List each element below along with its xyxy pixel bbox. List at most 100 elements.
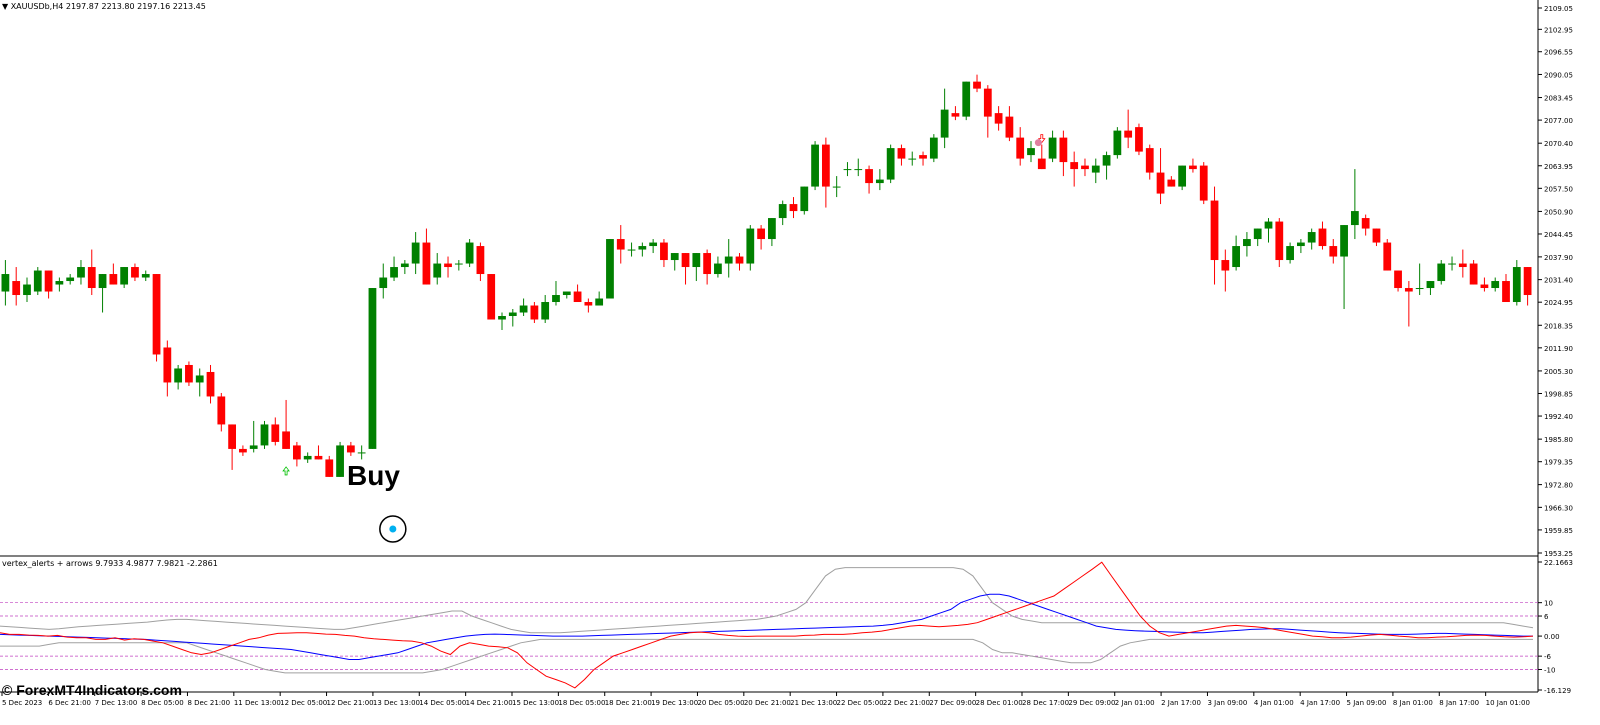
candle-body (1415, 288, 1424, 290)
price-axis: 2109.05 2102.95 2096.55 2090.05 2083.45 2077.… (1538, 5, 1573, 558)
candle-body (303, 455, 312, 460)
time-label: 14 Dec 21:00 (466, 699, 513, 707)
candle-body (1178, 165, 1187, 187)
candle-body (292, 445, 301, 460)
time-label: 5 Dec 2023 (2, 699, 42, 707)
time-label: 2 Jan 17:00 (1161, 699, 1201, 707)
candle-body (271, 424, 280, 442)
candle-body (282, 431, 290, 449)
time-label: 21 Dec 13:00 (790, 699, 837, 707)
candle-body (498, 316, 506, 320)
candle-body (1502, 281, 1510, 303)
candle-body (919, 155, 927, 159)
candle-body (1350, 211, 1359, 226)
candle-body (1210, 200, 1219, 261)
candle-body (821, 144, 830, 187)
price-label: 2077.00 (1544, 117, 1573, 125)
price-label: 1959.85 (1544, 527, 1573, 535)
candle-body (703, 253, 712, 275)
time-label: 20 Dec 21:00 (744, 699, 791, 707)
candle-body (627, 249, 636, 251)
candle-body (940, 109, 949, 138)
candle-body (1275, 221, 1284, 261)
price-label: 2031.40 (1544, 277, 1573, 285)
candle-body (422, 242, 431, 285)
indicator-label: 10 (1544, 600, 1553, 608)
candle-body (1027, 148, 1035, 156)
candle-body (195, 375, 204, 383)
indicator-header: vertex_alerts + arrows 9.7933 4.9877 7.9… (2, 559, 218, 568)
candle-body (714, 263, 722, 275)
time-label: 28 Dec 17:00 (1022, 699, 1069, 707)
price-label: 2018.35 (1544, 322, 1573, 330)
buy-dot-ring-icon (379, 515, 407, 543)
candle-body (206, 371, 215, 397)
candle-body (1199, 165, 1208, 201)
candle-body (390, 267, 398, 278)
candle-body (249, 445, 258, 449)
candle-body (746, 228, 755, 264)
candle-body (1437, 263, 1446, 282)
time-label: 11 Dec 13:00 (234, 699, 281, 707)
candle-body (649, 242, 658, 247)
price-label: 2024.95 (1544, 299, 1573, 307)
candle-body (724, 256, 733, 264)
price-label: 2050.90 (1544, 208, 1573, 216)
price-label: 2011.90 (1544, 345, 1573, 353)
candle-body (66, 277, 75, 282)
candle-body (1, 274, 10, 292)
candle-body (141, 274, 150, 278)
time-label: 12 Dec 05:00 (280, 699, 327, 707)
candle-body (152, 274, 161, 355)
main-line (0, 561, 1534, 689)
candle-body (1232, 246, 1241, 268)
time-label: 22 Dec 21:00 (883, 699, 930, 707)
candle-body (33, 270, 42, 292)
candle-body (595, 298, 604, 306)
candle-body (1329, 246, 1338, 257)
candle-body (1124, 130, 1133, 138)
time-label: 19 Dec 13:00 (651, 699, 698, 707)
candles-group (1, 74, 1532, 477)
candle-body (735, 256, 744, 264)
candle-body (260, 424, 269, 446)
time-label: 28 Dec 01:00 (976, 699, 1023, 707)
candle-body (1167, 179, 1176, 187)
candle-body (174, 368, 183, 383)
candle-body (886, 148, 895, 180)
indicator-label: 0.00 (1544, 633, 1560, 641)
candle-body (757, 228, 765, 240)
candle-body (1372, 228, 1381, 243)
candle-body (1253, 228, 1262, 240)
candle-body (228, 424, 236, 449)
indicator-label: -10 (1544, 667, 1555, 675)
header-dropdown-icon[interactable]: ▼ (2, 2, 9, 11)
candle-body (508, 312, 517, 317)
candle-body (660, 242, 668, 261)
time-label: 10 Jan 01:00 (1486, 699, 1530, 707)
candle-body (1037, 158, 1046, 170)
time-label: 18 Dec 21:00 (605, 699, 652, 707)
candle-body (131, 267, 139, 278)
candle-body (832, 186, 841, 188)
price-label: 1953.25 (1544, 550, 1573, 558)
candle-body (865, 169, 873, 184)
price-label: 2090.05 (1544, 71, 1573, 79)
candle-body (1340, 225, 1348, 257)
candle-body (77, 267, 85, 278)
candle-body (1059, 137, 1068, 163)
candle-body (55, 281, 64, 285)
price-label: 2083.45 (1544, 95, 1573, 103)
candle-body (368, 288, 377, 449)
time-label: 7 Dec 13:00 (95, 699, 138, 707)
buy-arrow-icon (282, 466, 290, 476)
candle-body (854, 169, 863, 171)
sell-arrow-icon (1037, 134, 1046, 144)
candle-body (1091, 165, 1100, 173)
price-pane[interactable] (0, 0, 1538, 556)
time-label: 8 Jan 17:00 (1439, 699, 1479, 707)
band-upper-line (0, 567, 1534, 634)
time-label: 4 Jan 17:00 (1300, 699, 1340, 707)
